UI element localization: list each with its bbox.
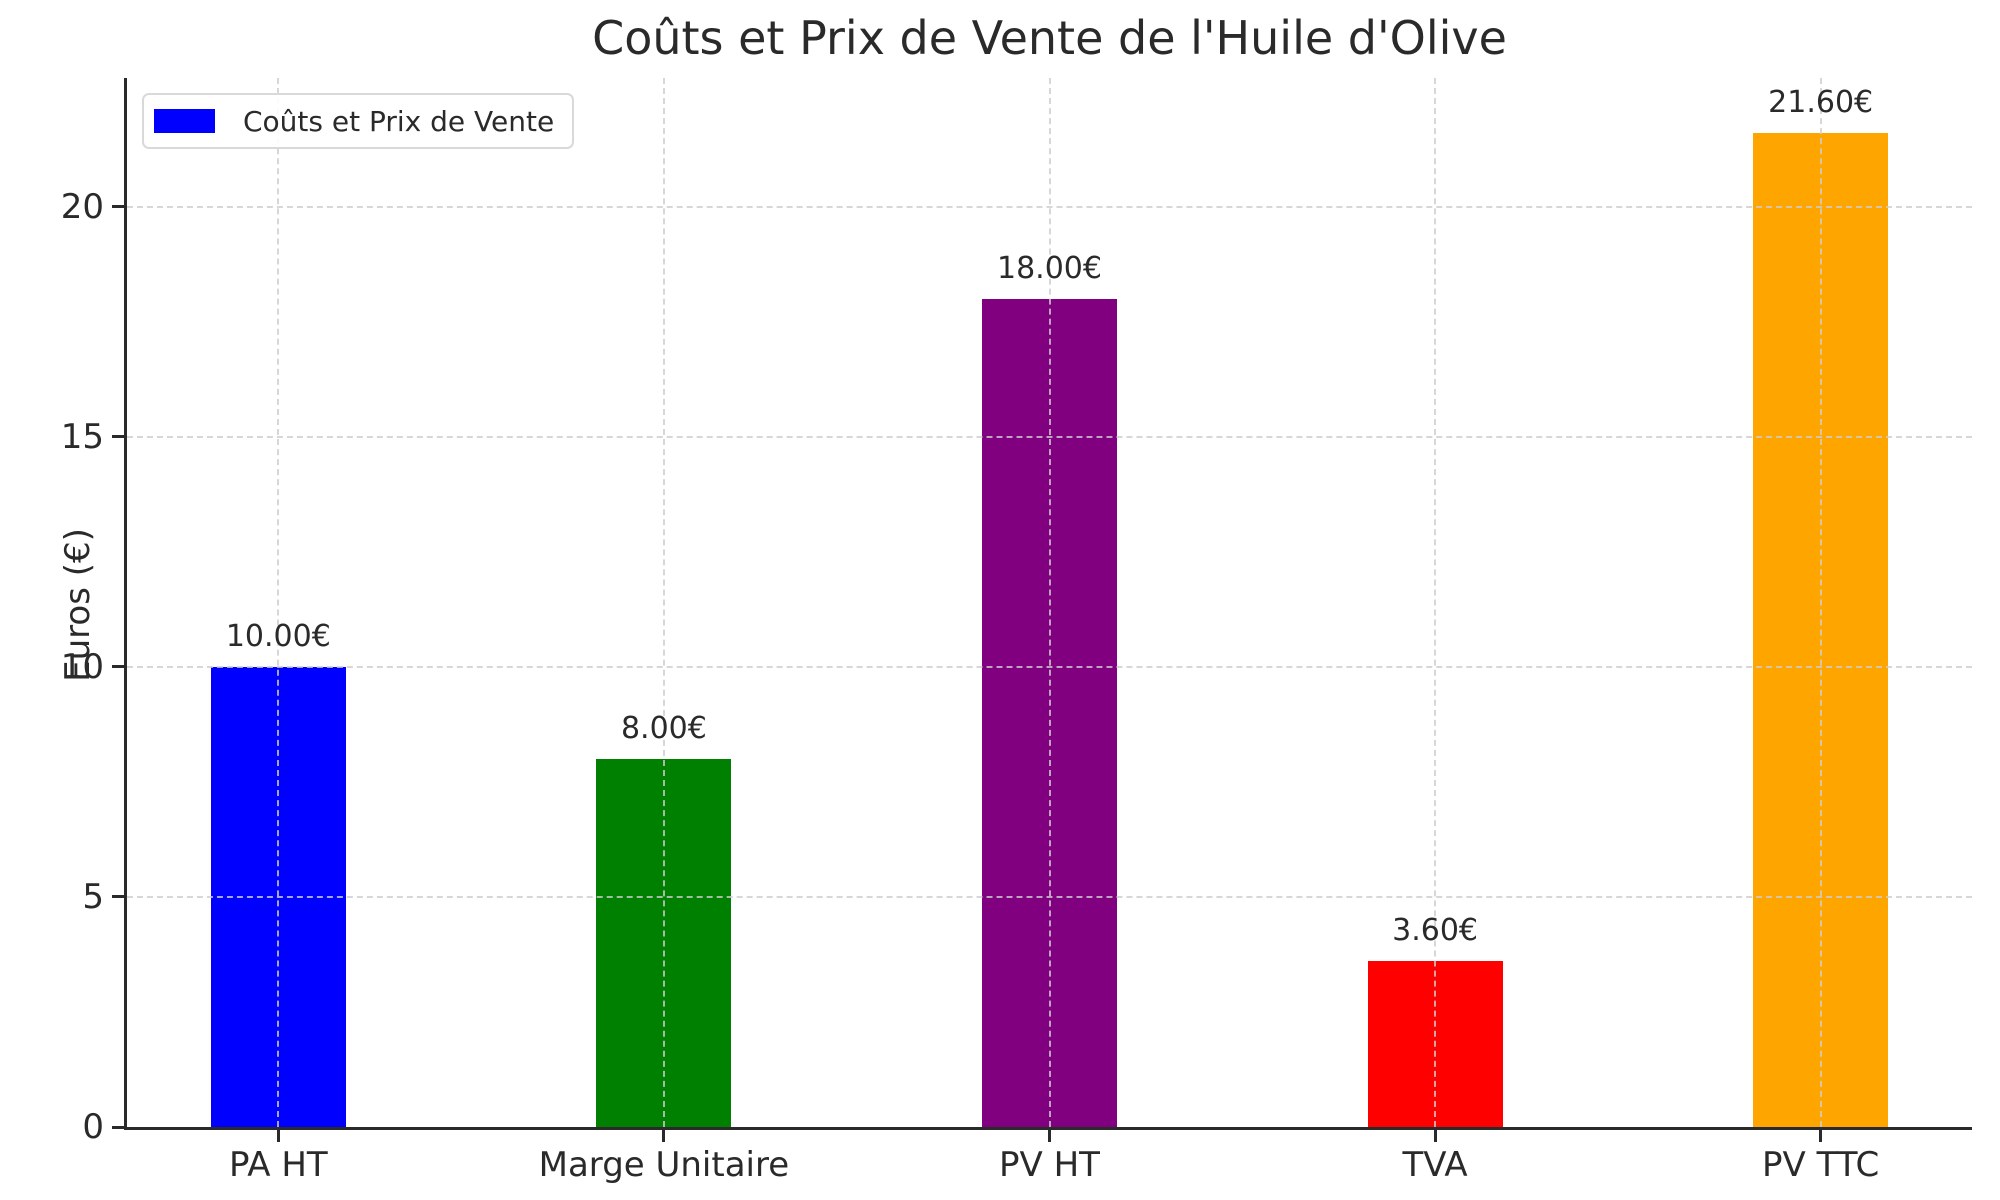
x-tick-label: PV TTC: [1762, 1145, 1880, 1185]
bar-value-label: 8.00€: [620, 710, 707, 746]
x-tick-mark: [276, 1130, 280, 1142]
y-tick-label: 5: [82, 876, 104, 917]
y-tick-label: 20: [60, 186, 104, 227]
v-gridline: [1434, 78, 1437, 1127]
legend-swatch: [154, 109, 215, 133]
v-gridline: [1048, 78, 1051, 1127]
v-gridline: [1819, 78, 1822, 1127]
y-tick-mark: [112, 435, 124, 439]
y-tick-label: 15: [60, 416, 104, 457]
chart-title: Coûts et Prix de Vente de l'Huile d'Oliv…: [592, 11, 1507, 65]
y-tick-mark: [112, 665, 124, 669]
x-tick-mark: [662, 1130, 666, 1142]
y-tick-label: 10: [60, 646, 104, 687]
x-tick-mark: [1048, 1130, 1051, 1142]
legend: Coûts et Prix de Vente: [142, 93, 575, 149]
x-tick-label: PV HT: [999, 1145, 1100, 1185]
y-tick-mark: [112, 895, 124, 899]
y-tick-mark: [112, 1125, 124, 1129]
y-tick-label: 0: [82, 1107, 104, 1147]
x-axis-spine: [124, 1127, 1972, 1130]
bar-value-label: 21.60€: [1768, 85, 1874, 121]
x-tick-label: TVA: [1402, 1145, 1468, 1185]
bar-value-label: 10.00€: [225, 618, 331, 654]
plot-area: 10.00€ 8.00€ 18.00€ 3.60€ 21.60€ Coûts et Pr…: [124, 78, 1972, 1130]
y-tick-mark: [112, 205, 124, 209]
y-axis-spine: [124, 78, 127, 1130]
legend-label: Coûts et Prix de Vente: [243, 104, 555, 138]
bar-value-label: 3.60€: [1392, 913, 1479, 949]
bar-value-label: 18.00€: [997, 250, 1102, 286]
x-tick-mark: [1433, 1130, 1437, 1142]
x-tick-label: Marge Unitaire: [538, 1145, 790, 1185]
y-axis-label: Euros (€): [58, 528, 98, 682]
x-tick-mark: [1819, 1130, 1823, 1142]
v-gridline: [662, 78, 665, 1127]
x-tick-label: PA HT: [228, 1145, 328, 1185]
v-gridline: [277, 78, 280, 1127]
